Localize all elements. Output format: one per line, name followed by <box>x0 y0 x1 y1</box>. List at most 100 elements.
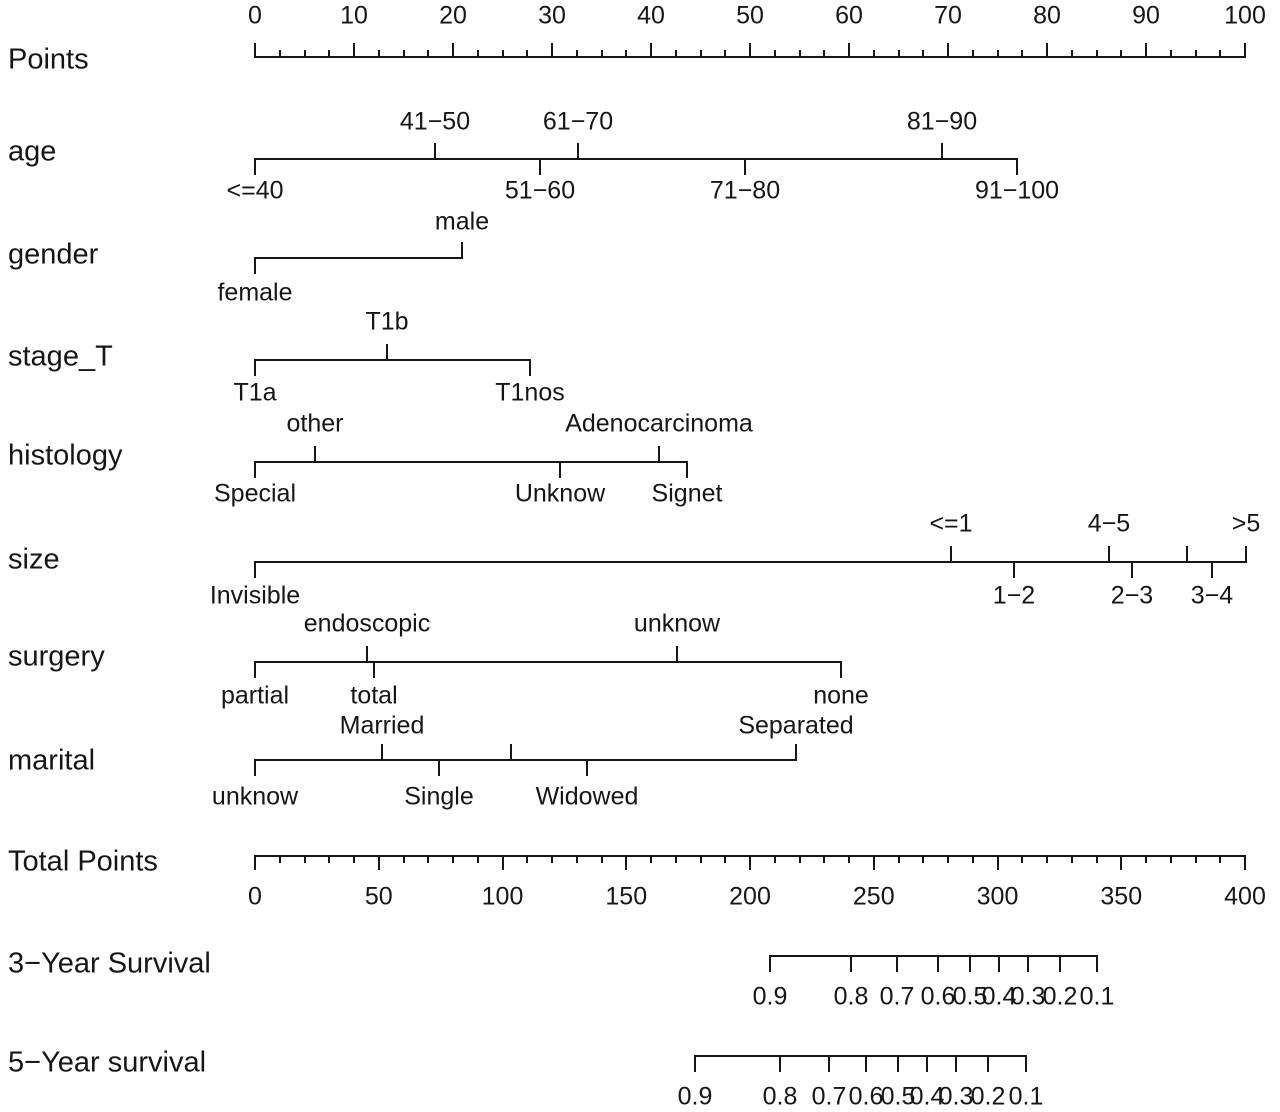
tick-label-marital: unknow <box>211 782 299 811</box>
tick-label-points: 10 <box>340 1 368 30</box>
tick-label-total_points: 150 <box>605 882 648 911</box>
tick-label-age: 61−70 <box>542 107 614 136</box>
tick-label-histology: Signet <box>651 479 723 508</box>
tick-histology <box>254 461 256 478</box>
tick-survival3 <box>850 955 852 972</box>
tick-survival5 <box>955 1055 957 1072</box>
tick-survival3 <box>969 955 971 972</box>
tick-label-size: 1−2 <box>992 581 1036 610</box>
tick-points <box>1070 50 1073 58</box>
tick-label-total_points: 200 <box>729 882 771 911</box>
tick-label-gender: female <box>217 278 293 307</box>
tick-points <box>1194 50 1197 58</box>
tick-label-survival5: 0.8 <box>762 1082 798 1111</box>
tick-marital <box>586 759 588 776</box>
tick-stage_T <box>386 344 388 361</box>
tick-label-marital: Single <box>404 782 474 811</box>
tick-label-age: 41−50 <box>399 107 471 136</box>
tick-size <box>1108 546 1110 563</box>
tick-size <box>1013 561 1015 578</box>
tick-label-total_points: 250 <box>852 882 895 911</box>
tick-stage_T <box>529 359 531 376</box>
tick-total_points <box>897 855 900 863</box>
tick-total_points <box>1244 855 1246 870</box>
row-label-size: size <box>8 543 60 576</box>
tick-label-survival3: 0.7 <box>879 982 915 1011</box>
tick-total_points <box>773 855 776 863</box>
tick-points <box>551 43 553 58</box>
axis-line-survival3 <box>770 955 1097 957</box>
tick-points <box>872 50 875 58</box>
tick-survival5 <box>897 1055 899 1072</box>
tick-age <box>539 158 541 175</box>
tick-label-survival5: 0.2 <box>970 1082 1006 1111</box>
tick-label-total_points: 50 <box>364 882 393 911</box>
tick-total_points <box>650 855 652 863</box>
tick-survival3 <box>769 955 771 972</box>
tick-points <box>947 43 949 58</box>
tick-label-marital: Married <box>339 711 425 740</box>
tick-points <box>501 50 504 58</box>
tick-label-surgery: total <box>350 681 398 710</box>
row-label-histology: histology <box>8 439 123 472</box>
tick-histology <box>314 446 316 463</box>
tick-points <box>1021 50 1024 58</box>
tick-label-surgery: none <box>813 681 869 710</box>
tick-label-survival3: 0.8 <box>833 982 869 1011</box>
tick-total_points <box>798 855 801 863</box>
tick-survival5 <box>926 1055 928 1072</box>
tick-label-survival3: 0.4 <box>981 982 1017 1011</box>
tick-label-points: 30 <box>538 1 566 30</box>
tick-label-age: 71−80 <box>709 176 781 205</box>
tick-label-survival3: 0.5 <box>952 982 988 1011</box>
tick-label-age: <=40 <box>226 176 284 205</box>
tick-surgery <box>840 661 842 678</box>
tick-points <box>254 43 256 58</box>
tick-total_points <box>674 855 677 863</box>
tick-label-points: 40 <box>637 1 665 30</box>
tick-points <box>427 50 430 58</box>
tick-points <box>650 43 652 58</box>
tick-histology <box>559 461 561 478</box>
tick-survival3 <box>1096 955 1098 972</box>
tick-total_points <box>625 855 628 870</box>
tick-total_points <box>452 855 454 863</box>
tick-label-total_points: 100 <box>481 882 524 911</box>
axis-line-surgery <box>255 661 841 663</box>
tick-total_points <box>427 855 430 863</box>
tick-total_points <box>328 855 331 863</box>
tick-total_points <box>575 855 578 863</box>
tick-total_points <box>353 855 355 863</box>
tick-size <box>1211 561 1213 578</box>
axis-line-gender <box>255 257 462 259</box>
tick-total_points <box>476 855 479 863</box>
tick-total_points <box>551 855 553 863</box>
tick-points <box>798 50 801 58</box>
tick-points <box>971 50 974 58</box>
tick-points <box>749 43 751 58</box>
row-label-age: age <box>8 135 57 168</box>
tick-label-surgery: partial <box>220 681 290 710</box>
tick-label-size: 2−3 <box>1110 581 1154 610</box>
tick-total_points <box>823 855 826 863</box>
axis-line-histology <box>255 461 687 463</box>
tick-label-survival5: 0.7 <box>811 1082 847 1111</box>
tick-histology <box>686 461 688 478</box>
tick-points <box>476 50 479 58</box>
tick-points <box>625 50 628 58</box>
tick-total_points <box>402 855 405 863</box>
tick-points <box>1046 43 1048 58</box>
tick-surgery <box>366 646 368 663</box>
tick-points <box>724 50 727 58</box>
tick-marital <box>795 744 797 761</box>
tick-points <box>699 50 702 58</box>
tick-marital <box>254 759 256 776</box>
tick-label-marital: Widowed <box>535 782 639 811</box>
tick-label-survival5: 0.9 <box>677 1082 713 1111</box>
tick-label-survival3: 0.2 <box>1042 982 1078 1011</box>
tick-size <box>950 546 952 563</box>
tick-survival5 <box>865 1055 867 1072</box>
tick-gender <box>254 257 256 274</box>
tick-label-points: 90 <box>1132 1 1160 30</box>
